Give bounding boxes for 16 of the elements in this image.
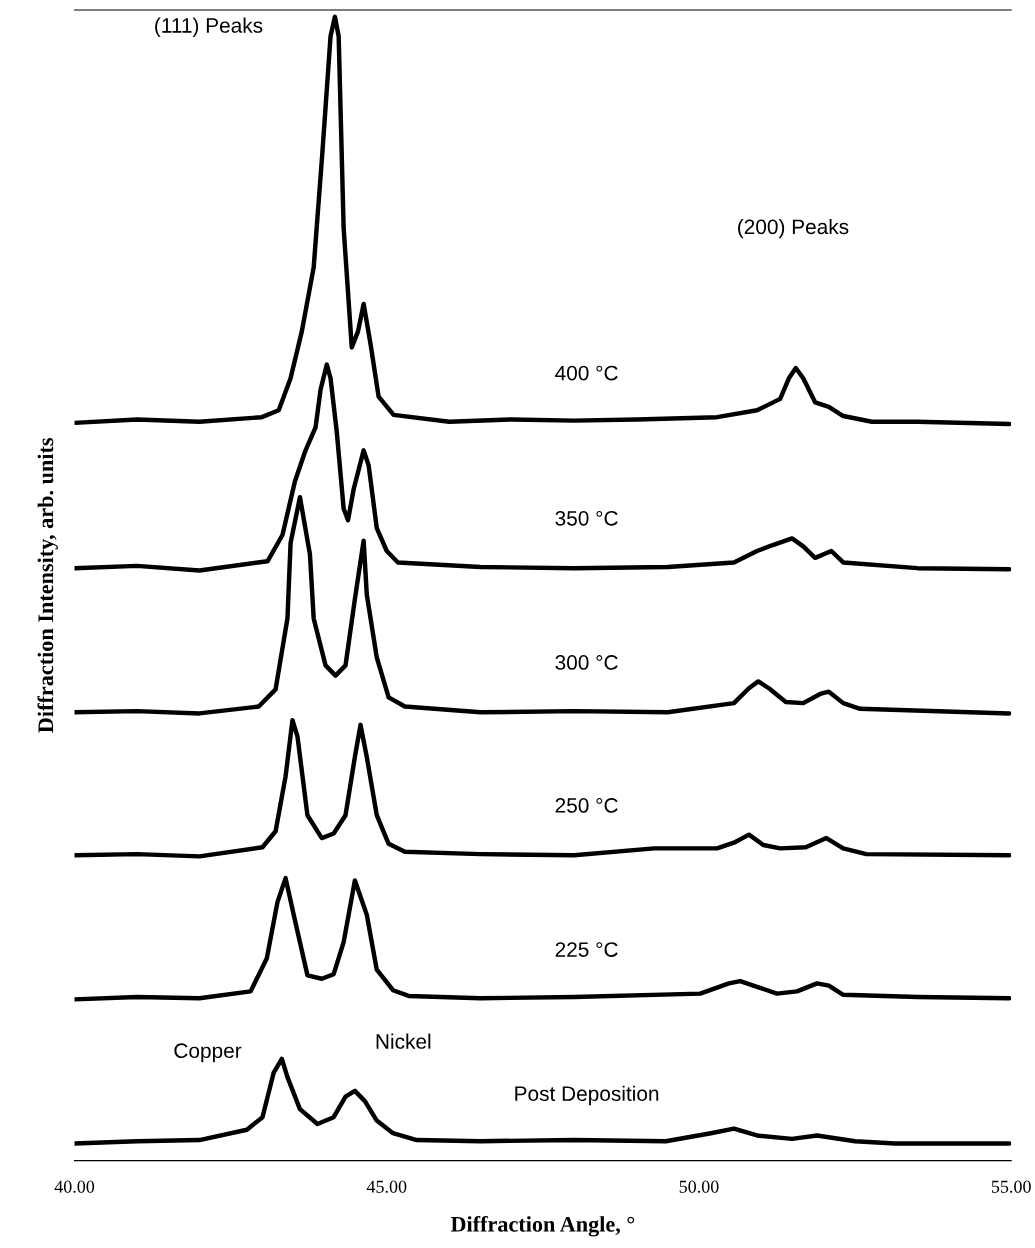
text: 350 °C <box>555 510 618 526</box>
annotation: Nickel <box>376 1033 431 1049</box>
x-tick-label: 50.00 <box>679 1180 719 1193</box>
series-label: 300 °C <box>555 655 618 670</box>
annotation: (200) Peaks <box>738 218 849 239</box>
x-tick-label: 45.00 <box>366 1180 407 1193</box>
series-label: Post Deposition <box>515 1085 659 1106</box>
x-axis-title: Diffraction Angle, ° <box>450 1215 635 1237</box>
y-axis-title: Diffraction Intensity, arb. units <box>37 438 58 733</box>
series-label: 400 °C <box>555 365 618 381</box>
series-label: 250 °C <box>555 798 618 813</box>
annotation: Copper <box>174 1043 242 1063</box>
annotation: (111) Peaks <box>155 17 263 37</box>
x-tick-label: 40.00 <box>54 1180 95 1193</box>
series-label: 225 °C <box>555 942 618 957</box>
x-tick-label: 55.00 <box>991 1180 1031 1193</box>
